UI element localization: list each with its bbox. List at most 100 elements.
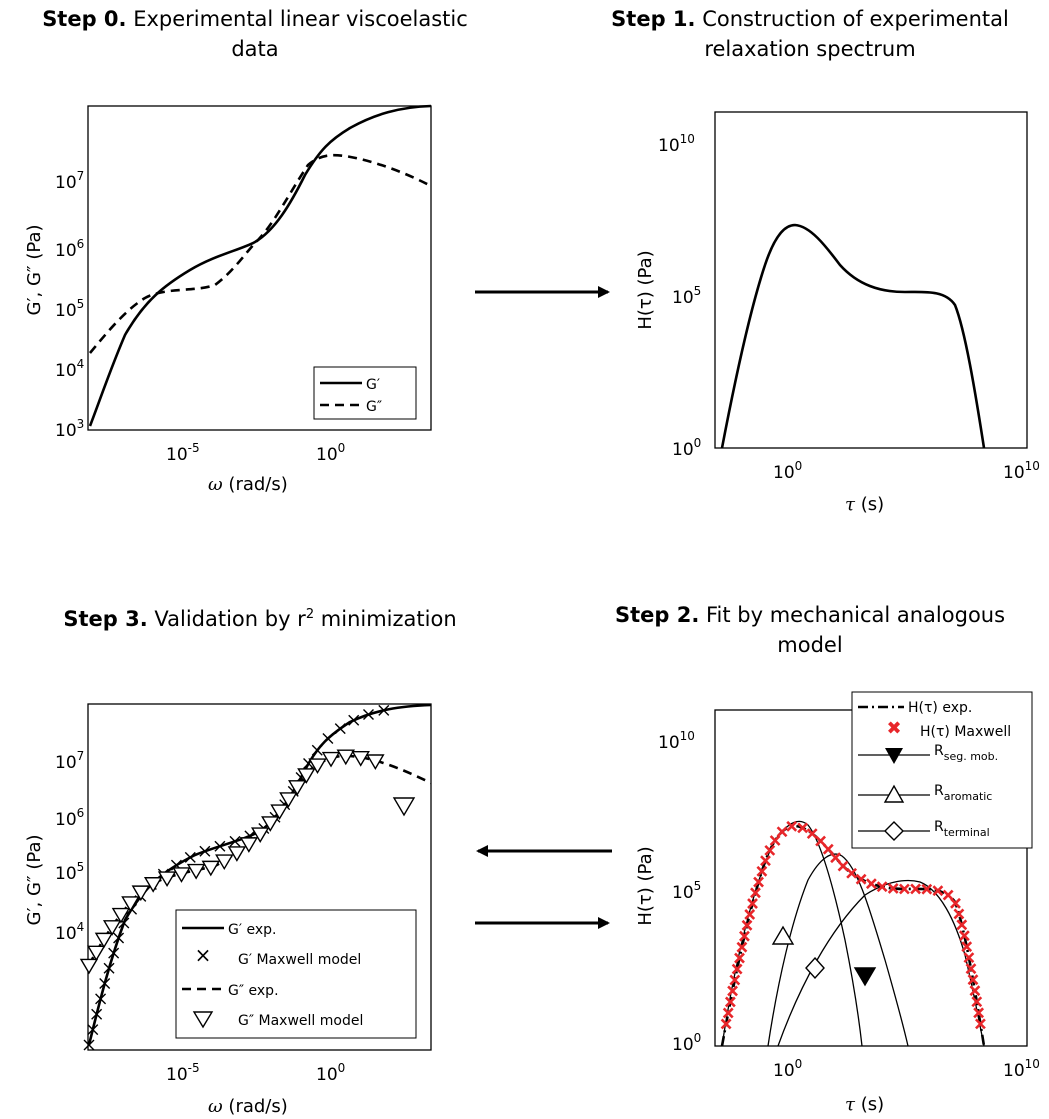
maxwell-x-marker xyxy=(362,709,374,721)
plot-frame xyxy=(87,105,432,431)
x-ticks: 100 1010 xyxy=(773,1057,1040,1081)
maxwell-triangle-marker xyxy=(121,896,140,912)
maxwell-red-x-marker xyxy=(722,1007,734,1019)
maxwell-x-marker xyxy=(334,723,346,735)
maxwell-red-x-marker xyxy=(956,919,968,931)
svg-text:106: 106 xyxy=(55,806,84,830)
maxwell-triangle-marker xyxy=(157,871,177,888)
maxwell-x-marker xyxy=(184,851,196,863)
maxwell-H-markers xyxy=(720,820,986,1030)
maxwell-triangle-marker xyxy=(215,854,234,871)
maxwell-red-x-marker xyxy=(741,919,753,931)
maxwell-red-x-marker xyxy=(967,974,979,986)
maxwell-triangle-marker xyxy=(131,885,151,902)
x-ticks: 10-5 100 xyxy=(166,441,345,465)
svg-text:106: 106 xyxy=(55,237,84,261)
maxwell-x-marker xyxy=(348,714,360,726)
maxwell-red-x-marker xyxy=(865,878,877,890)
maxwell-triangle-marker xyxy=(250,827,270,844)
maxwell-red-x-marker xyxy=(898,883,910,895)
maxwell-red-x-marker xyxy=(727,985,738,997)
y-ticks: 1010 105 100 xyxy=(658,729,701,1055)
y-axis-label: H(τ) (Pa) xyxy=(635,250,656,329)
maxwell-red-x-marker xyxy=(961,941,973,953)
svg-text:104: 104 xyxy=(55,920,84,944)
curve-H-exp xyxy=(720,223,986,449)
maxwell-red-x-marker xyxy=(910,883,922,895)
x-axis-label: ω (rad/s) xyxy=(208,1096,288,1117)
svg-text:105: 105 xyxy=(672,879,701,903)
maxwell-triangle-marker xyxy=(288,780,307,796)
maxwell-red-x-marker xyxy=(739,930,750,942)
maxwell-red-x-marker xyxy=(753,876,764,888)
maxwell-red-x-marker xyxy=(786,820,798,832)
maxwell-red-x-marker xyxy=(969,985,981,997)
panel-step1: 1010 105 100 100 1010 τ (s) H(τ) (Pa) xyxy=(635,111,1040,515)
maxwell-triangle-marker xyxy=(227,846,247,862)
legend-p0: G′ G″ xyxy=(313,366,417,420)
curve-R-terminal xyxy=(777,879,985,1047)
maxwell-red-x-marker xyxy=(729,974,741,986)
maxwell-red-x-marker xyxy=(950,897,961,909)
panel-step3: 104 105 106 107 10-5 100 ω (rad/s) G′, G… xyxy=(24,703,432,1117)
legend-label: Rseg. mob. xyxy=(934,743,998,763)
step3-title: Step 3. Validation by r2 minimization xyxy=(63,607,457,631)
curve-R-aromatic xyxy=(767,853,909,1047)
svg-text:100: 100 xyxy=(316,441,345,465)
svg-text:105: 105 xyxy=(55,297,84,321)
maxwell-triangle-marker xyxy=(351,751,370,767)
svg-text:100: 100 xyxy=(773,1057,802,1081)
svg-text:100: 100 xyxy=(773,459,802,483)
maxwell-triangle-marker xyxy=(94,932,114,949)
maxwell-triangle-marker xyxy=(270,804,289,821)
maxwell-triangle-marker xyxy=(336,749,356,766)
svg-text:105: 105 xyxy=(672,284,701,308)
maxwell-red-x-marker xyxy=(963,952,975,964)
maxwell-triangle-marker xyxy=(143,877,163,893)
plot-frame xyxy=(714,111,1028,449)
legend-label: G′ Maxwell model xyxy=(238,952,361,968)
component-markers xyxy=(771,925,877,987)
maxwell-red-x-marker xyxy=(975,1018,986,1030)
legend-label: G″ Maxwell model xyxy=(238,1013,363,1029)
svg-text:103: 103 xyxy=(55,417,84,441)
maxwell-red-x-marker xyxy=(971,996,983,1008)
x-ticks: 10-5 100 xyxy=(166,1061,345,1085)
panel-step0: 103 104 105 106 107 10-5 100 ω (rad/s) G… xyxy=(24,104,432,495)
svg-text:100: 100 xyxy=(672,436,701,460)
maxwell-red-x-marker xyxy=(958,930,970,942)
maxwell-red-x-marker xyxy=(942,889,954,901)
svg-text:10-5: 10-5 xyxy=(166,441,200,465)
svg-text:1010: 1010 xyxy=(658,729,695,753)
maxwell-triangle-marker xyxy=(392,797,416,817)
legend-label: G′ exp. xyxy=(228,922,276,938)
y-axis-label: H(τ) (Pa) xyxy=(635,846,656,925)
maxwell-red-x-marker xyxy=(921,883,933,895)
maxwell-x-marker xyxy=(99,978,111,990)
maxwell-red-x-marker xyxy=(965,963,977,975)
flow-arrows xyxy=(475,286,612,929)
maxwell-x-marker xyxy=(229,835,241,847)
legend-p3: × G′ exp. G′ Maxwell model G″ exp. G″ Ma… xyxy=(175,909,417,1039)
legend-label: G″ exp. xyxy=(228,983,279,999)
maxwell-triangle-marker xyxy=(186,863,206,880)
maxwell-red-x-marker xyxy=(855,873,867,885)
maxwell-red-x-marker xyxy=(822,843,834,855)
maxwell-red-x-marker xyxy=(764,844,776,856)
y-axis-label: G′, G″ (Pa) xyxy=(24,225,45,316)
maxwell-x-marker xyxy=(95,993,107,1005)
curve-H-exp-dashdot xyxy=(720,824,986,1047)
x-ticks: 100 1010 xyxy=(773,459,1040,483)
maxwell-x-marker xyxy=(311,744,323,756)
y-axis-label: G′, G″ (Pa) xyxy=(24,835,45,926)
maxwell-triangle-marker xyxy=(366,754,385,770)
maxwell-triangle-marker xyxy=(308,758,327,775)
maxwell-x-marker xyxy=(113,932,125,944)
x-axis-label: τ (s) xyxy=(845,494,884,515)
svg-text:107: 107 xyxy=(55,169,84,193)
maxwell-red-x-marker xyxy=(750,887,761,899)
maxwell-red-x-marker xyxy=(724,996,736,1008)
y-ticks: 104 105 106 107 xyxy=(55,749,84,944)
svg-text:10-5: 10-5 xyxy=(166,1061,200,1085)
